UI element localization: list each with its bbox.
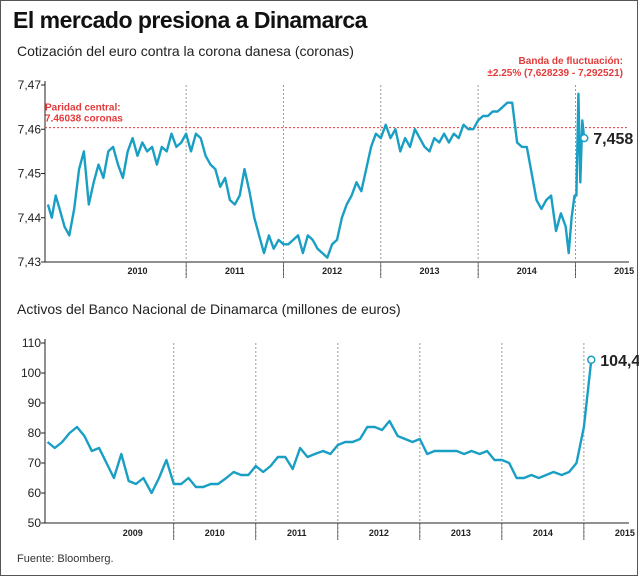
x-tick-label: 2015 (614, 266, 634, 276)
page-title: El mercado presiona a Dinamarca (13, 7, 367, 33)
end-value-label: 7,458 (593, 131, 633, 148)
y-tick-label: 7,43 (18, 255, 42, 269)
x-tick-label: 2010 (127, 266, 147, 276)
x-tick-label: 2010 (205, 528, 225, 538)
y-tick-label: 7,44 (18, 211, 42, 225)
x-tick-label: 2014 (517, 266, 537, 276)
y-tick-label: 90 (28, 396, 42, 410)
x-tick-label: 2009 (123, 528, 143, 538)
band-annotation: Banda de fluctuación: (519, 56, 623, 67)
y-tick-label: 7,47 (18, 78, 42, 92)
x-tick-label: 2012 (369, 528, 389, 538)
y-tick-label: 7,45 (18, 167, 42, 181)
reference-label: Paridad central: (45, 103, 121, 114)
x-tick-label: 2014 (533, 528, 553, 538)
end-value-label: 104,404 (600, 353, 639, 370)
end-point-marker (587, 355, 596, 365)
band-annotation: ±2.25% (7,628239 - 7,292521) (487, 68, 623, 79)
x-tick-label: 2011 (287, 528, 307, 538)
series-line (46, 359, 593, 495)
y-tick-label: 110 (22, 336, 41, 350)
chart-2-title: Activos del Banco Nacional de Dinamarca … (17, 301, 401, 317)
y-tick-label: 7,46 (18, 122, 42, 136)
x-tick-label: 2013 (451, 528, 471, 538)
x-tick-label: 2012 (322, 266, 342, 276)
x-tick-label: 2015 (615, 528, 635, 538)
y-tick-label: 80 (28, 426, 42, 440)
source-note: Fuente: Bloomberg. (17, 553, 114, 565)
y-tick-label: 100 (21, 366, 41, 380)
y-tick-label: 60 (28, 486, 42, 500)
y-tick-label: 70 (28, 456, 42, 470)
x-tick-label: 2013 (419, 266, 439, 276)
chart-1-title: Cotización del euro contra la corona dan… (17, 43, 354, 59)
end-point-marker (579, 133, 589, 143)
x-tick-label: 2011 (225, 266, 245, 276)
y-tick-label: 50 (28, 516, 42, 530)
series-line (46, 92, 586, 259)
reference-label: 7.46038 coronas (45, 114, 123, 125)
